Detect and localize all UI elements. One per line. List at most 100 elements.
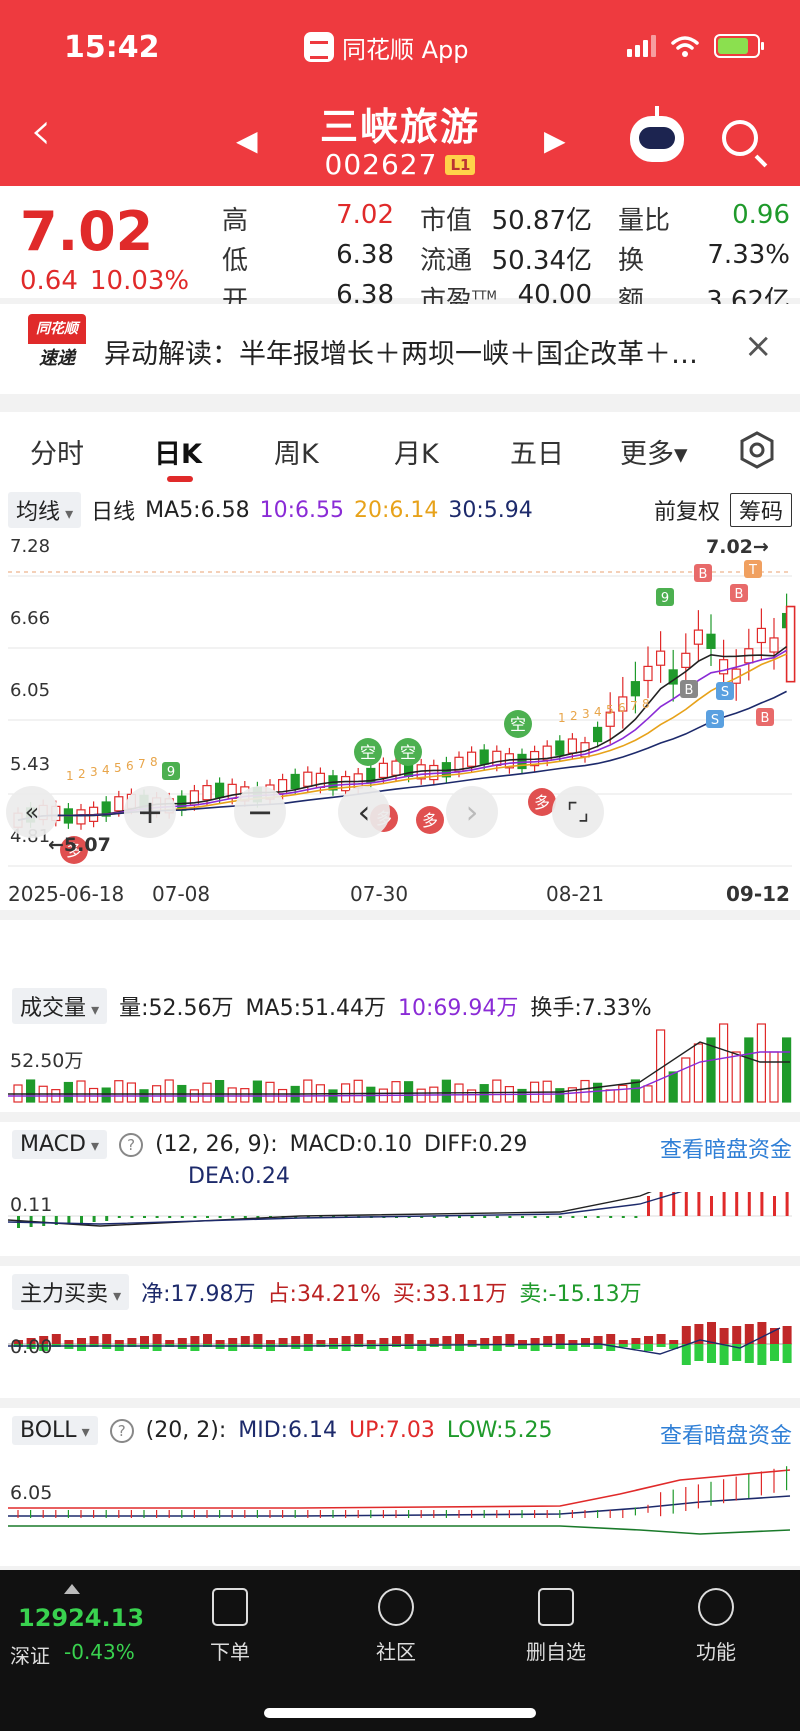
index-value[interactable]: 12924.13 [18, 1604, 145, 1632]
mainforce-sell-bar [631, 1344, 641, 1349]
seq-count-label: 6 [618, 701, 626, 715]
macd-bar [180, 1216, 184, 1218]
candle-body [378, 762, 388, 779]
volume-bar [479, 1084, 489, 1103]
news-banner[interactable]: 同花顺 速递 异动解读：半年报增长＋两坝一峡＋国企改革＋… × [0, 304, 800, 394]
macd-selector-dropdown[interactable]: MACD [12, 1130, 108, 1159]
volume-chart[interactable] [0, 1022, 800, 1112]
collapse-left-button[interactable]: « [6, 786, 58, 838]
boll-selector-dropdown[interactable]: BOLL [12, 1416, 98, 1445]
volume-selector-dropdown[interactable]: 成交量 [12, 988, 108, 1024]
mainforce-chart[interactable] [0, 1306, 800, 1392]
seq-9-tag [656, 588, 674, 606]
seq-count-label: 7 [630, 699, 638, 713]
macd-bar [521, 1216, 524, 1218]
mainforce-buy-bar [77, 1338, 86, 1344]
nav-functions[interactable]: 功能 [656, 1582, 776, 1665]
macd-bar [231, 1216, 235, 1218]
tab-five-day[interactable]: 五日 [510, 439, 564, 470]
next-stock-button[interactable]: ▶ [544, 124, 566, 157]
pan-left-button[interactable]: ‹ [338, 786, 390, 838]
b-signal-tag-label: B [699, 567, 708, 582]
nav-order[interactable]: 下单 [170, 1582, 290, 1665]
robot-assistant-icon[interactable] [630, 106, 684, 162]
tab-monthly-k[interactable]: 月K [394, 439, 439, 470]
mainforce-buy-bar [114, 1340, 124, 1344]
kline-y-3: 6.05 [10, 680, 51, 701]
seq-9-tag-label: 9 [167, 765, 175, 780]
mainforce-buy-bar [253, 1334, 263, 1344]
tab-intraday[interactable]: 分时 [30, 439, 84, 470]
zoom-in-button[interactable]: + [124, 786, 176, 838]
high-label: 高 [222, 206, 249, 236]
mainforce-buy-bar [744, 1324, 754, 1344]
boll-help-icon[interactable]: ? [109, 1418, 134, 1443]
chouma-button[interactable]: 筹码 [729, 493, 792, 527]
volume-bar [215, 1080, 225, 1103]
minus-box-icon [538, 1588, 574, 1626]
status-icons [627, 34, 764, 58]
duo-signal-marker [416, 806, 444, 834]
mainforce-sell-bar [492, 1344, 502, 1351]
fuquan-button[interactable]: 前复权 [653, 500, 720, 525]
quote-panel: 7.02 0.64 10.03% 高 7.02 低 6.38 开 6.38 市值… [0, 186, 800, 316]
tab-more[interactable]: 更多▾ [620, 439, 688, 470]
macd-bar [470, 1216, 474, 1218]
mainforce-buy-bar [543, 1336, 553, 1344]
tab-daily-k[interactable]: 日K [154, 439, 202, 470]
macd-bar [92, 1216, 96, 1222]
mainforce-sell-bar [114, 1344, 124, 1351]
mainforce-sell-bar [555, 1344, 565, 1349]
mainforce-sell-bar [530, 1344, 540, 1351]
back-chevron-icon[interactable]: ‹ [30, 99, 52, 162]
macd-bar [458, 1216, 461, 1218]
mainforce-buy-bar [669, 1340, 679, 1344]
candle-body [101, 801, 111, 817]
tab-weekly-k[interactable]: 周K [274, 439, 319, 470]
news-close-button[interactable]: × [744, 326, 773, 366]
ma5-value: MA5:6.58 [145, 497, 250, 523]
zoom-out-button[interactable]: − [234, 786, 286, 838]
boll-chart[interactable] [0, 1450, 800, 1550]
settings-hex-icon[interactable] [738, 430, 776, 470]
mainforce-selector-dropdown[interactable]: 主力买卖 [12, 1274, 130, 1310]
search-icon[interactable] [722, 120, 758, 156]
mainforce-buy-bar [656, 1334, 666, 1344]
mainforce-sell-bar [719, 1344, 729, 1365]
mainforce-sell-bar [669, 1344, 679, 1349]
mainforce-sell-bar [228, 1344, 238, 1351]
macd-chart[interactable] [0, 1192, 800, 1252]
kline-period-label: 日线 [91, 500, 136, 525]
kline-chart[interactable]: 空空空多多多多BBTBSSB991234567812345678 [0, 532, 800, 872]
boll-y-label: 6.05 [10, 1482, 53, 1504]
nav-remove-watchlist[interactable]: 删自选 [496, 1582, 616, 1665]
macd-help-icon[interactable]: ? [119, 1132, 144, 1157]
candle-body [555, 740, 565, 756]
mainforce-buy-bar [316, 1340, 326, 1344]
index-caret-icon[interactable] [64, 1584, 80, 1594]
news-text[interactable]: 异动解读：半年报增长＋两坝一峡＋国企改革＋… [104, 339, 698, 370]
mainforce-buy-bar [429, 1338, 439, 1344]
prev-stock-button[interactable]: ◀ [236, 124, 258, 157]
index-name: 深证 [10, 1644, 50, 1668]
mainforce-sell: 卖:-15.13万 [519, 1282, 642, 1307]
duo-signal-marker-label: 多 [534, 793, 550, 812]
fullscreen-button[interactable]: ⌜⌟ [552, 786, 604, 838]
mainforce-sell-bar [303, 1344, 313, 1351]
document-icon [212, 1588, 248, 1626]
boll-darkpool-link[interactable]: 查看暗盘资金 [659, 1424, 792, 1449]
macd-bar [747, 1192, 751, 1216]
boll-low: LOW:5.25 [446, 1418, 553, 1443]
candle-body [479, 749, 489, 765]
macd-bar [155, 1216, 159, 1218]
star-icon [378, 1588, 414, 1626]
ma-selector-dropdown[interactable]: 均线 [8, 492, 82, 528]
nav-community[interactable]: 社区 [336, 1582, 456, 1665]
mainforce-header: 主力买卖 净:17.98万 占:34.21% 买:33.11万 卖:-15.13… [12, 1274, 642, 1310]
macd-darkpool-link[interactable]: 查看暗盘资金 [659, 1138, 792, 1163]
candle-body [618, 696, 628, 712]
mainforce-buy-bar [266, 1340, 275, 1344]
b-signal-tag-label: B [761, 711, 770, 726]
mainforce-sell-bar [39, 1344, 49, 1351]
pan-right-button[interactable]: › [446, 786, 498, 838]
